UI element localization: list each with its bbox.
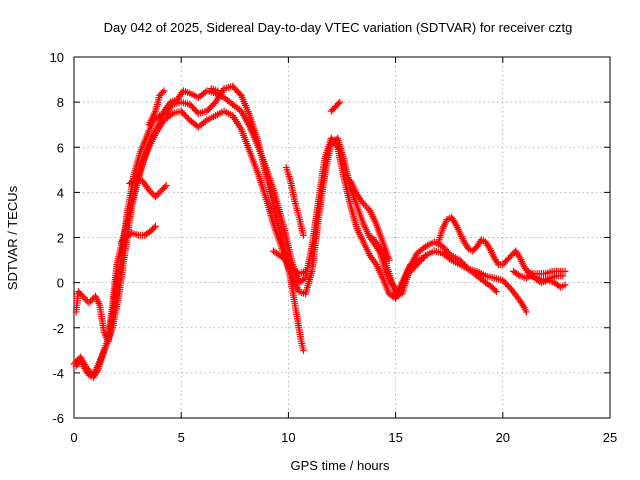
data-point [411, 257, 419, 265]
data-point [492, 288, 500, 296]
data-point [84, 366, 92, 374]
data-point [80, 294, 88, 302]
data-point [491, 286, 499, 294]
data-point [161, 183, 169, 191]
series-track-d [117, 85, 222, 246]
data-point [77, 291, 85, 299]
data-point [156, 188, 164, 196]
y-tick-label: 6 [57, 140, 64, 155]
data-point [85, 299, 93, 307]
chart-title: Day 042 of 2025, Sidereal Day-to-day VTE… [104, 20, 573, 35]
y-tick-label: -4 [52, 366, 64, 381]
y-tick-label: 10 [50, 50, 64, 65]
data-point [214, 87, 222, 95]
x-tick-labels: 0 5 10 15 20 25 [70, 430, 617, 445]
data-point [236, 90, 244, 98]
data-point [334, 100, 342, 108]
series-track-e [269, 98, 344, 278]
y-axis-label: SDTVAR / TECUs [5, 185, 20, 290]
data-point [151, 222, 159, 230]
y-tick-label: 4 [57, 185, 64, 200]
data-point [148, 190, 156, 198]
data-point [302, 267, 310, 275]
data-point [162, 182, 170, 190]
x-tick-label: 5 [178, 430, 185, 445]
data-point [446, 250, 454, 258]
series-track-f [347, 177, 427, 296]
data-point [155, 190, 163, 198]
x-tick-label: 0 [70, 430, 77, 445]
data-point [420, 244, 428, 252]
x-tick-label: 15 [388, 430, 402, 445]
data-point [159, 88, 167, 96]
data-point [463, 264, 471, 272]
x-tick-label: 25 [603, 430, 617, 445]
data-point [527, 271, 535, 279]
data-point [72, 358, 80, 366]
y-tick-label: -6 [52, 411, 64, 426]
data-point [79, 292, 87, 300]
data-point [147, 188, 155, 196]
data-point [150, 224, 158, 232]
data-point [519, 302, 527, 310]
y-tick-label: 8 [57, 95, 64, 110]
data-point [70, 360, 78, 368]
data-point [561, 267, 569, 275]
data-point [493, 259, 501, 267]
data-point [299, 231, 307, 239]
y-tick-label: 0 [57, 276, 64, 291]
data-point [160, 87, 168, 95]
data-point [153, 191, 161, 199]
y-tick-label: 2 [57, 231, 64, 246]
data-point [151, 193, 159, 201]
x-tick-label: 10 [281, 430, 295, 445]
data-point [364, 205, 372, 213]
data-point [82, 296, 90, 304]
data-marks [70, 82, 569, 381]
data-point [145, 186, 153, 194]
y-tick-labels: -6 -4 -2 0 2 4 6 8 10 [50, 50, 64, 426]
data-point [201, 118, 209, 126]
data-point [561, 281, 569, 289]
data-point [514, 271, 522, 279]
axis-ticks [73, 56, 611, 419]
data-point [87, 297, 95, 305]
data-point [201, 88, 209, 96]
data-point [336, 98, 344, 106]
data-point [361, 201, 369, 209]
data-point [359, 200, 367, 208]
x-axis-label: GPS time / hours [291, 458, 390, 473]
data-point [299, 346, 307, 354]
data-point [522, 308, 530, 316]
data-point [167, 111, 175, 119]
data-point [83, 364, 91, 372]
y-tick-label: -2 [52, 321, 64, 336]
data-point [419, 254, 427, 262]
data-point [363, 203, 371, 211]
x-tick-label: 20 [496, 430, 510, 445]
series-track-g [434, 213, 569, 291]
